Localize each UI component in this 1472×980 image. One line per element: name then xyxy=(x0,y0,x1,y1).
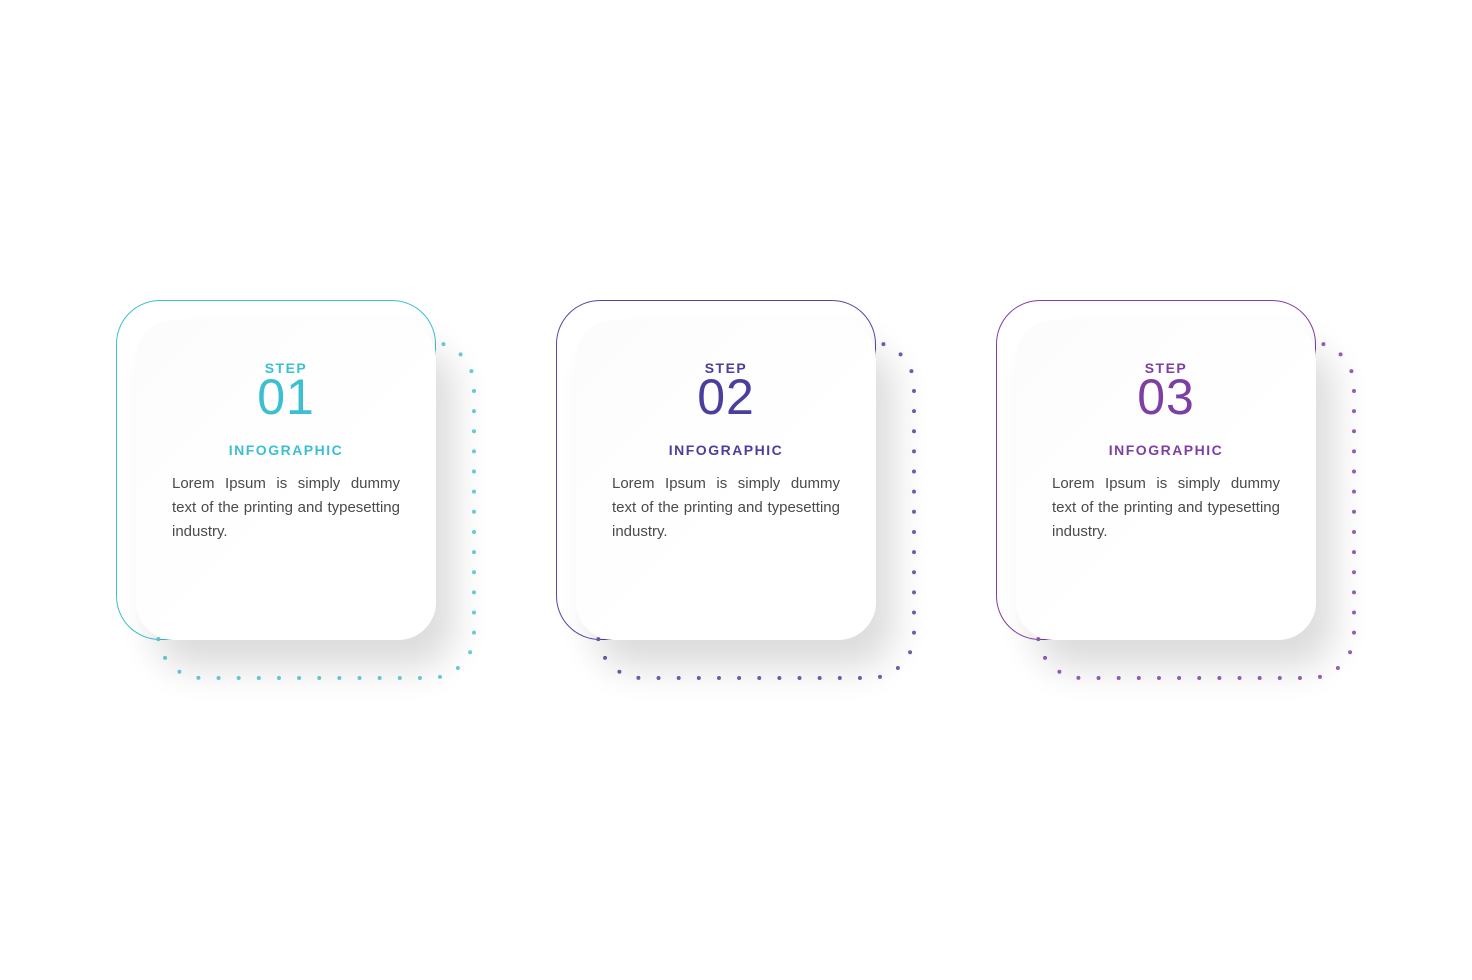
step-2-number: 02 xyxy=(697,372,755,422)
step-2-title: INFOGRAPHIC xyxy=(669,442,784,458)
step-1: STEP 01 INFOGRAPHIC Lorem Ipsum is simpl… xyxy=(136,320,456,660)
step-3-body: Lorem Ipsum is simply dummy text of the … xyxy=(1052,472,1280,544)
step-1-body: Lorem Ipsum is simply dummy text of the … xyxy=(172,472,400,544)
step-3-number: 03 xyxy=(1137,372,1195,422)
infographic-row: STEP 01 INFOGRAPHIC Lorem Ipsum is simpl… xyxy=(136,320,1336,660)
step-1-card: STEP 01 INFOGRAPHIC Lorem Ipsum is simpl… xyxy=(136,320,436,640)
step-3-title: INFOGRAPHIC xyxy=(1109,442,1224,458)
step-2-body: Lorem Ipsum is simply dummy text of the … xyxy=(612,472,840,544)
step-3-card: STEP 03 INFOGRAPHIC Lorem Ipsum is simpl… xyxy=(1016,320,1316,640)
step-1-title: INFOGRAPHIC xyxy=(229,442,344,458)
step-1-number: 01 xyxy=(257,372,315,422)
step-2-card: STEP 02 INFOGRAPHIC Lorem Ipsum is simpl… xyxy=(576,320,876,640)
step-2: STEP 02 INFOGRAPHIC Lorem Ipsum is simpl… xyxy=(576,320,896,660)
step-3: STEP 03 INFOGRAPHIC Lorem Ipsum is simpl… xyxy=(1016,320,1336,660)
